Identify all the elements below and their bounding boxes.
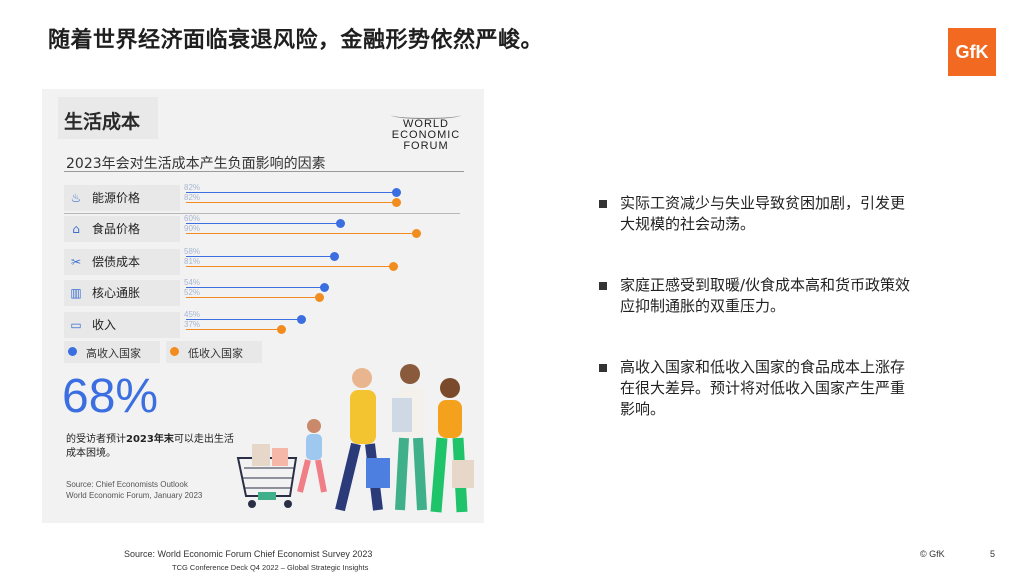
category-label: 核心通胀	[92, 286, 141, 300]
panel-heading-box: 生活成本	[58, 97, 158, 139]
adult-yellow-figure-icon	[335, 368, 390, 512]
chart-title: 2023年会对生活成本产生负面影响的因素	[66, 156, 326, 172]
panel-heading: 生活成本	[64, 111, 141, 133]
panel-source-line: World Economic Forum, January 2023	[66, 491, 203, 500]
value-label: 52%	[184, 288, 201, 297]
value-label: 54%	[184, 278, 201, 287]
dot-line-low	[186, 297, 320, 298]
legend-label-low: 低收入国家	[188, 347, 243, 360]
bullet-item: 家庭正感受到取暖/伙食成本高和货币政策效应抑制通胀的双重压力。	[596, 275, 916, 317]
stat-caption-pre: 的受访者预计	[66, 434, 126, 445]
data-point-high	[320, 283, 330, 292]
wef-logo: WORLD ECONOMIC FORUM	[387, 111, 465, 152]
adult-orange-figure-icon	[430, 378, 474, 513]
page-number: 5	[990, 549, 996, 559]
inflation-icon: ▥	[70, 286, 82, 300]
dot-line-high	[186, 192, 396, 193]
income-icon: ▭	[70, 318, 82, 332]
bullet-list: 实际工资减少与失业导致贫困加剧，引发更大规模的社会动荡。 家庭正感受到取暖/伙食…	[596, 193, 916, 460]
wef-arc-icon	[391, 111, 461, 119]
stat-caption-post: 可以走出生活成本困境。	[66, 434, 234, 459]
energy-icon: ♨	[70, 191, 82, 205]
bullet-item: 高收入国家和低收入国家的食品成本上涨存在很大差异。预计将对低收入国家产生严重影响…	[596, 357, 916, 420]
dot-line-high	[186, 319, 302, 320]
food-icon: ⌂	[72, 222, 80, 236]
category-label: 收入	[92, 318, 117, 332]
stat-caption-bold: 2023年末	[126, 434, 174, 445]
category-row: ▥ 核心通胀	[64, 280, 180, 306]
category-row: ✂ 偿债成本	[64, 249, 180, 275]
shopping-cart-icon	[236, 444, 298, 508]
footer-copyright: © GfK	[920, 549, 945, 559]
category-row: ⌂ 食品价格	[64, 216, 180, 242]
dot-line-low	[186, 329, 281, 330]
value-label: 60%	[184, 214, 201, 223]
value-label: 45%	[184, 310, 201, 319]
category-label: 食品价格	[92, 222, 141, 236]
dot-line-low	[186, 233, 417, 234]
value-label: 82%	[184, 183, 201, 192]
data-point-high	[335, 219, 345, 228]
legend-item-high: 高收入国家	[64, 341, 160, 363]
shoppers-illustration	[236, 364, 474, 513]
panel-source-line: Source: Chief Economists Outlook	[66, 480, 188, 489]
legend-swatch-high	[68, 347, 77, 356]
value-label: 82%	[184, 193, 201, 202]
wef-logo-line: WORLD	[403, 118, 449, 130]
value-label: 90%	[184, 224, 201, 233]
separator-line	[64, 213, 460, 214]
dot-line-high	[186, 287, 325, 288]
value-label: 58%	[184, 247, 201, 256]
footer-source: Source: World Economic Forum Chief Econo…	[124, 549, 373, 559]
bullet-item: 实际工资减少与失业导致贫困加剧，引发更大规模的社会动荡。	[596, 193, 916, 235]
dot-line-low	[186, 266, 394, 267]
slide-title: 随着世界经济面临衰退风险，金融形势依然严峻。	[48, 28, 544, 53]
data-point-low	[276, 325, 286, 334]
adult-white-figure-icon	[392, 364, 427, 511]
category-label: 偿债成本	[92, 255, 141, 269]
wef-logo-line: ECONOMIC	[391, 129, 461, 141]
footer-deck: TCG Conference Deck Q4 2022 – Global Str…	[172, 563, 369, 572]
legend-label-high: 高收入国家	[86, 347, 141, 360]
data-point-high	[297, 315, 307, 324]
data-point-low	[412, 229, 422, 238]
gfk-logo: GfK	[948, 28, 996, 76]
data-point-low	[389, 262, 399, 271]
category-row: ♨ 能源价格	[64, 185, 180, 211]
dot-line-low	[186, 202, 396, 203]
big-stat-number: 68%	[62, 370, 159, 423]
data-point-low	[315, 293, 325, 302]
dot-line-high	[186, 256, 335, 257]
legend-swatch-low	[170, 347, 179, 356]
data-point-high	[391, 188, 401, 197]
legend-item-low: 低收入国家	[166, 341, 262, 363]
chart-title-rule	[64, 171, 464, 172]
stat-caption: 的受访者预计2023年末可以走出生活成本困境。	[66, 433, 236, 461]
panel-source: Source: Chief Economists Outlook World E…	[66, 479, 216, 501]
dot-line-high	[186, 223, 340, 224]
data-point-low	[391, 198, 401, 207]
category-row: ▭ 收入	[64, 312, 180, 338]
value-label: 81%	[184, 257, 201, 266]
wef-logo-line: FORUM	[403, 140, 449, 152]
debt-icon: ✂	[70, 255, 82, 269]
child-figure-icon	[297, 419, 327, 493]
category-label: 能源价格	[92, 191, 141, 205]
data-point-high	[330, 252, 340, 261]
value-label: 37%	[184, 320, 201, 329]
